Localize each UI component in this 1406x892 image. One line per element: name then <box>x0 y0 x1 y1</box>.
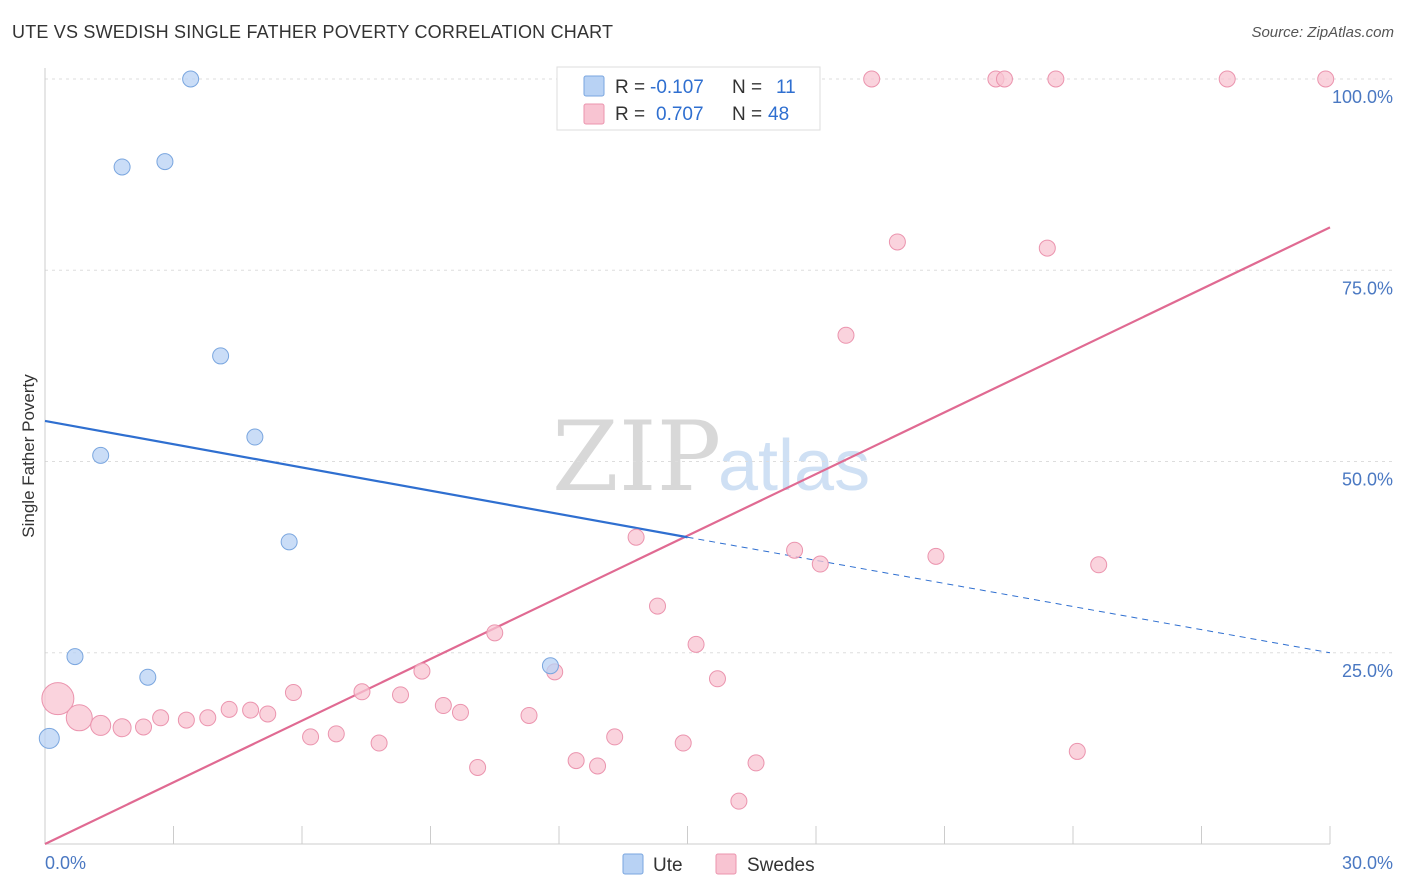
legend-swatch-swedes <box>583 103 605 125</box>
gridlines <box>45 78 1393 654</box>
point-ute-2 <box>92 446 110 464</box>
y-tick-label-25: 25.0% <box>1342 661 1393 681</box>
watermark-zip: ZIP <box>552 401 721 513</box>
point-swedes-14 <box>353 683 371 701</box>
chart-title: UTE VS SWEDISH SINGLE FATHER POVERTY COR… <box>12 22 614 42</box>
data-points <box>38 70 1335 810</box>
point-swedes-27 <box>627 528 645 546</box>
point-swedes-13 <box>327 725 345 743</box>
point-swedes-24 <box>567 752 585 770</box>
point-swedes-31 <box>708 670 726 688</box>
legend-swedes-r-value: 0.707 <box>656 104 704 125</box>
correlation-legend: R = -0.107 N = 11 R = 0.707 N = 48 <box>556 66 821 131</box>
point-swedes-28 <box>649 597 667 615</box>
point-swedes-25 <box>589 757 607 775</box>
point-swedes-16 <box>392 686 410 704</box>
point-swedes-7 <box>199 709 217 727</box>
trend-line-ute-extrapolated <box>687 536 1331 654</box>
point-swedes-1 <box>65 704 93 732</box>
point-swedes-34 <box>786 541 804 559</box>
point-swedes-0 <box>41 682 75 716</box>
legend-ute-n-value: 11 <box>776 77 796 98</box>
bottom-legend-swedes: Swedes <box>747 855 815 876</box>
point-ute-9 <box>280 533 298 551</box>
point-swedes-19 <box>451 703 469 721</box>
point-swedes-5 <box>152 709 170 727</box>
trend-line-ute <box>44 419 688 539</box>
legend-swedes-n-label: N = <box>732 104 762 125</box>
point-swedes-8 <box>220 700 238 718</box>
point-swedes-6 <box>177 711 195 729</box>
legend-ute-r-value: -0.107 <box>650 77 704 98</box>
point-swedes-33 <box>747 754 765 772</box>
legend-swedes-r-label: R = <box>615 104 645 125</box>
trend-lines <box>44 226 1331 845</box>
point-ute-4 <box>139 668 157 686</box>
x-tick-label-max: 30.0% <box>1342 853 1393 873</box>
point-swedes-39 <box>927 547 945 565</box>
point-swedes-44 <box>1068 742 1086 760</box>
point-swedes-36 <box>837 326 855 344</box>
point-swedes-30 <box>687 635 705 653</box>
y-tick-label-75: 75.0% <box>1342 278 1393 298</box>
y-axis-label: Single Father Poverty <box>19 374 38 538</box>
legend-swedes-n-value: 48 <box>768 104 789 125</box>
point-swedes-29 <box>674 734 692 752</box>
point-ute-5 <box>156 153 174 171</box>
point-swedes-11 <box>284 684 302 702</box>
point-swedes-32 <box>730 792 748 810</box>
point-swedes-12 <box>302 728 320 746</box>
y-tick-labels: 25.0% 50.0% 75.0% 100.0% <box>1332 87 1393 681</box>
point-ute-10 <box>541 657 559 675</box>
point-swedes-9 <box>242 701 260 719</box>
bottom-legend-swatch-swedes <box>715 853 737 875</box>
point-swedes-47 <box>1317 70 1335 88</box>
point-ute-6 <box>182 70 200 88</box>
legend-ute-r-label: R = <box>615 77 645 98</box>
bottom-legend-ute: Ute <box>653 855 683 876</box>
point-swedes-18 <box>434 697 452 715</box>
point-swedes-15 <box>370 734 388 752</box>
point-swedes-46 <box>1218 70 1236 88</box>
series-legend: Ute Swedes <box>622 853 815 876</box>
point-ute-1 <box>66 648 84 666</box>
point-swedes-17 <box>413 662 431 680</box>
watermark-atlas: atlas <box>718 426 870 506</box>
trend-line-swedes <box>44 226 1331 845</box>
x-ticks <box>173 826 1331 844</box>
point-ute-8 <box>246 428 264 446</box>
y-tick-label-50: 50.0% <box>1342 470 1393 490</box>
point-swedes-3 <box>112 718 132 738</box>
point-swedes-22 <box>520 706 538 724</box>
point-swedes-38 <box>888 233 906 251</box>
y-tick-label-100: 100.0% <box>1332 87 1393 107</box>
point-swedes-10 <box>259 705 277 723</box>
point-ute-0 <box>38 727 60 749</box>
bottom-legend-swatch-ute <box>622 853 644 875</box>
point-swedes-37 <box>863 70 881 88</box>
point-swedes-43 <box>1047 70 1065 88</box>
point-swedes-21 <box>486 624 504 642</box>
point-swedes-2 <box>90 714 112 736</box>
point-swedes-42 <box>1038 239 1056 257</box>
point-swedes-35 <box>811 555 829 573</box>
point-swedes-4 <box>135 718 153 736</box>
point-swedes-45 <box>1090 556 1108 574</box>
chart-source: Source: ZipAtlas.com <box>1251 24 1394 41</box>
legend-swatch-ute <box>583 75 605 97</box>
point-swedes-26 <box>606 728 624 746</box>
point-ute-7 <box>212 347 230 365</box>
x-tick-label-min: 0.0% <box>45 853 86 873</box>
legend-ute-n-label: N = <box>732 77 762 98</box>
point-swedes-41 <box>995 70 1013 88</box>
point-ute-3 <box>113 158 131 176</box>
point-swedes-20 <box>469 759 487 776</box>
